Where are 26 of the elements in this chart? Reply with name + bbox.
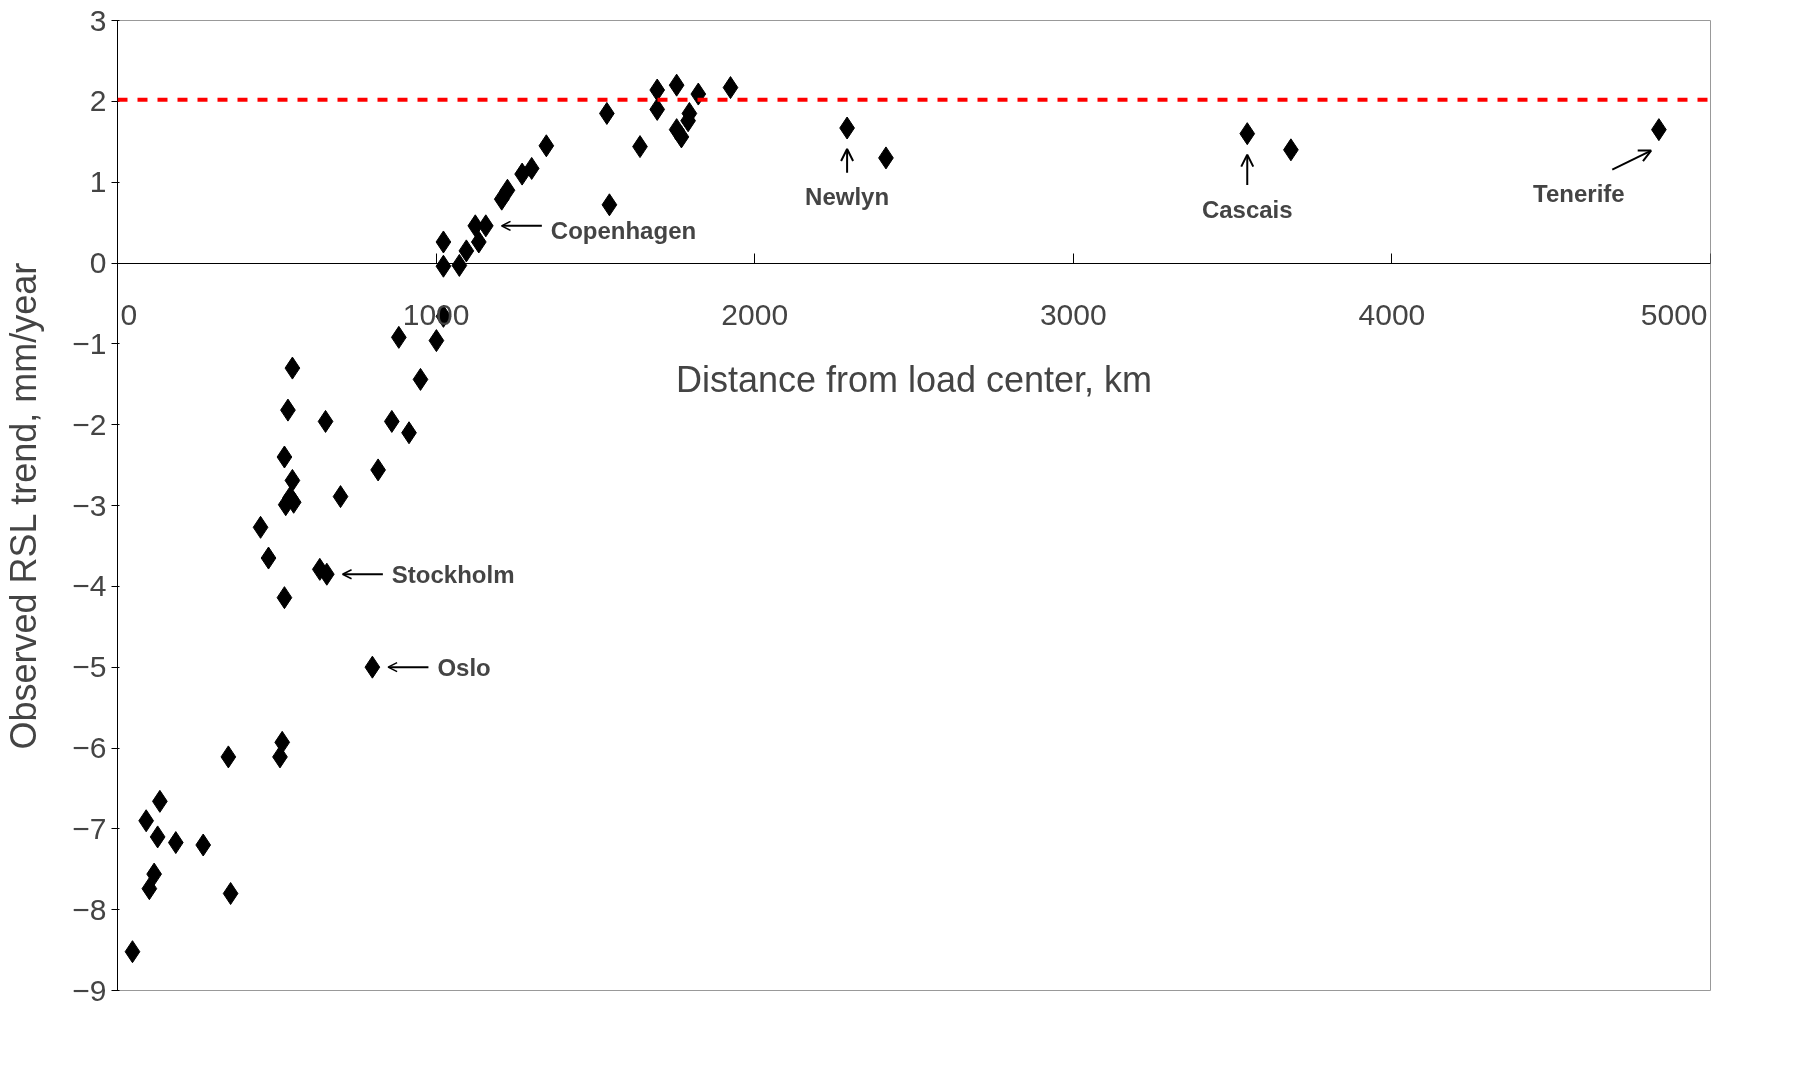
y-axis-title: Observed RSL trend, mm/year	[3, 262, 45, 750]
annotation: Tenerife	[1533, 179, 1625, 207]
y-tick-label: −5	[72, 650, 107, 684]
x-tick-label: 5000	[1640, 298, 1708, 331]
annotation: Stockholm	[391, 560, 515, 588]
y-tick-label: −7	[72, 811, 107, 845]
annotation: Cascais	[1201, 195, 1293, 223]
y-tick-label: 2	[89, 84, 107, 118]
annotation: Newlyn	[805, 183, 890, 211]
y-tick-label: −6	[72, 731, 107, 764]
y-tick-label: −1	[72, 326, 107, 360]
x-tick-label: 0	[120, 298, 138, 331]
y-tick-label: 3	[89, 3, 107, 37]
annotation: Copenhagen	[550, 217, 697, 245]
y-tick-label: −8	[72, 892, 107, 926]
x-tick-label: 4000	[1358, 298, 1426, 331]
x-tick-label: 3000	[1039, 298, 1107, 331]
x-axis-title: Distance from load center, km	[675, 358, 1153, 400]
y-tick-label: −9	[72, 973, 107, 1007]
y-tick-label: 1	[89, 165, 107, 199]
y-tick-label: −2	[72, 407, 107, 441]
y-tick-label: 0	[89, 246, 107, 279]
annotation: Oslo	[437, 653, 491, 681]
y-tick-label: −4	[72, 569, 107, 603]
y-tick-label: −3	[72, 488, 107, 522]
x-tick-label: 2000	[721, 298, 789, 331]
